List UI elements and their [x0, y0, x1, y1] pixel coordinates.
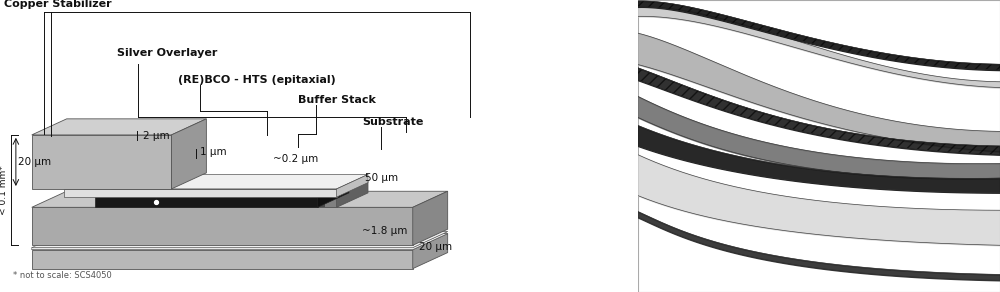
Polygon shape [64, 189, 337, 197]
Polygon shape [195, 181, 239, 196]
Text: Buffer Stack: Buffer Stack [298, 95, 376, 105]
Polygon shape [64, 175, 368, 189]
Text: ~0.2 μm: ~0.2 μm [273, 154, 318, 164]
Polygon shape [32, 250, 413, 269]
Text: < 0.1 mm*: < 0.1 mm* [0, 165, 8, 215]
Text: ~1.8 μm: ~1.8 μm [362, 226, 407, 236]
Text: Substrate: Substrate [362, 117, 423, 127]
Polygon shape [32, 232, 448, 248]
Polygon shape [224, 181, 269, 196]
Polygon shape [253, 196, 266, 207]
Polygon shape [337, 175, 368, 197]
Text: (RE)BCO - HTS (epitaxial): (RE)BCO - HTS (epitaxial) [178, 75, 336, 85]
Polygon shape [190, 196, 337, 207]
Polygon shape [195, 196, 208, 207]
Text: 20 μm: 20 μm [18, 157, 51, 167]
Polygon shape [32, 119, 206, 135]
Polygon shape [312, 181, 356, 196]
Polygon shape [32, 191, 448, 207]
Polygon shape [171, 119, 206, 189]
Polygon shape [413, 234, 448, 269]
Polygon shape [32, 234, 448, 250]
Polygon shape [95, 183, 349, 197]
Polygon shape [32, 207, 413, 245]
Text: 50 μm: 50 μm [365, 173, 398, 183]
Text: Silver Overlayer: Silver Overlayer [117, 48, 218, 58]
Polygon shape [190, 181, 368, 196]
Polygon shape [283, 181, 327, 196]
Polygon shape [224, 196, 237, 207]
Text: * not to scale: SCS4050: * not to scale: SCS4050 [13, 271, 111, 280]
Polygon shape [95, 197, 318, 207]
Polygon shape [32, 135, 171, 189]
Text: Copper Stabilizer: Copper Stabilizer [4, 0, 112, 9]
Text: 20 μm: 20 μm [419, 242, 452, 252]
Text: 2 μm: 2 μm [143, 131, 170, 141]
Polygon shape [413, 191, 448, 245]
Polygon shape [253, 181, 298, 196]
Polygon shape [32, 232, 448, 250]
Polygon shape [337, 181, 368, 207]
Polygon shape [318, 183, 349, 207]
Polygon shape [312, 196, 325, 207]
Text: 1 μm: 1 μm [200, 147, 227, 157]
Polygon shape [283, 196, 296, 207]
